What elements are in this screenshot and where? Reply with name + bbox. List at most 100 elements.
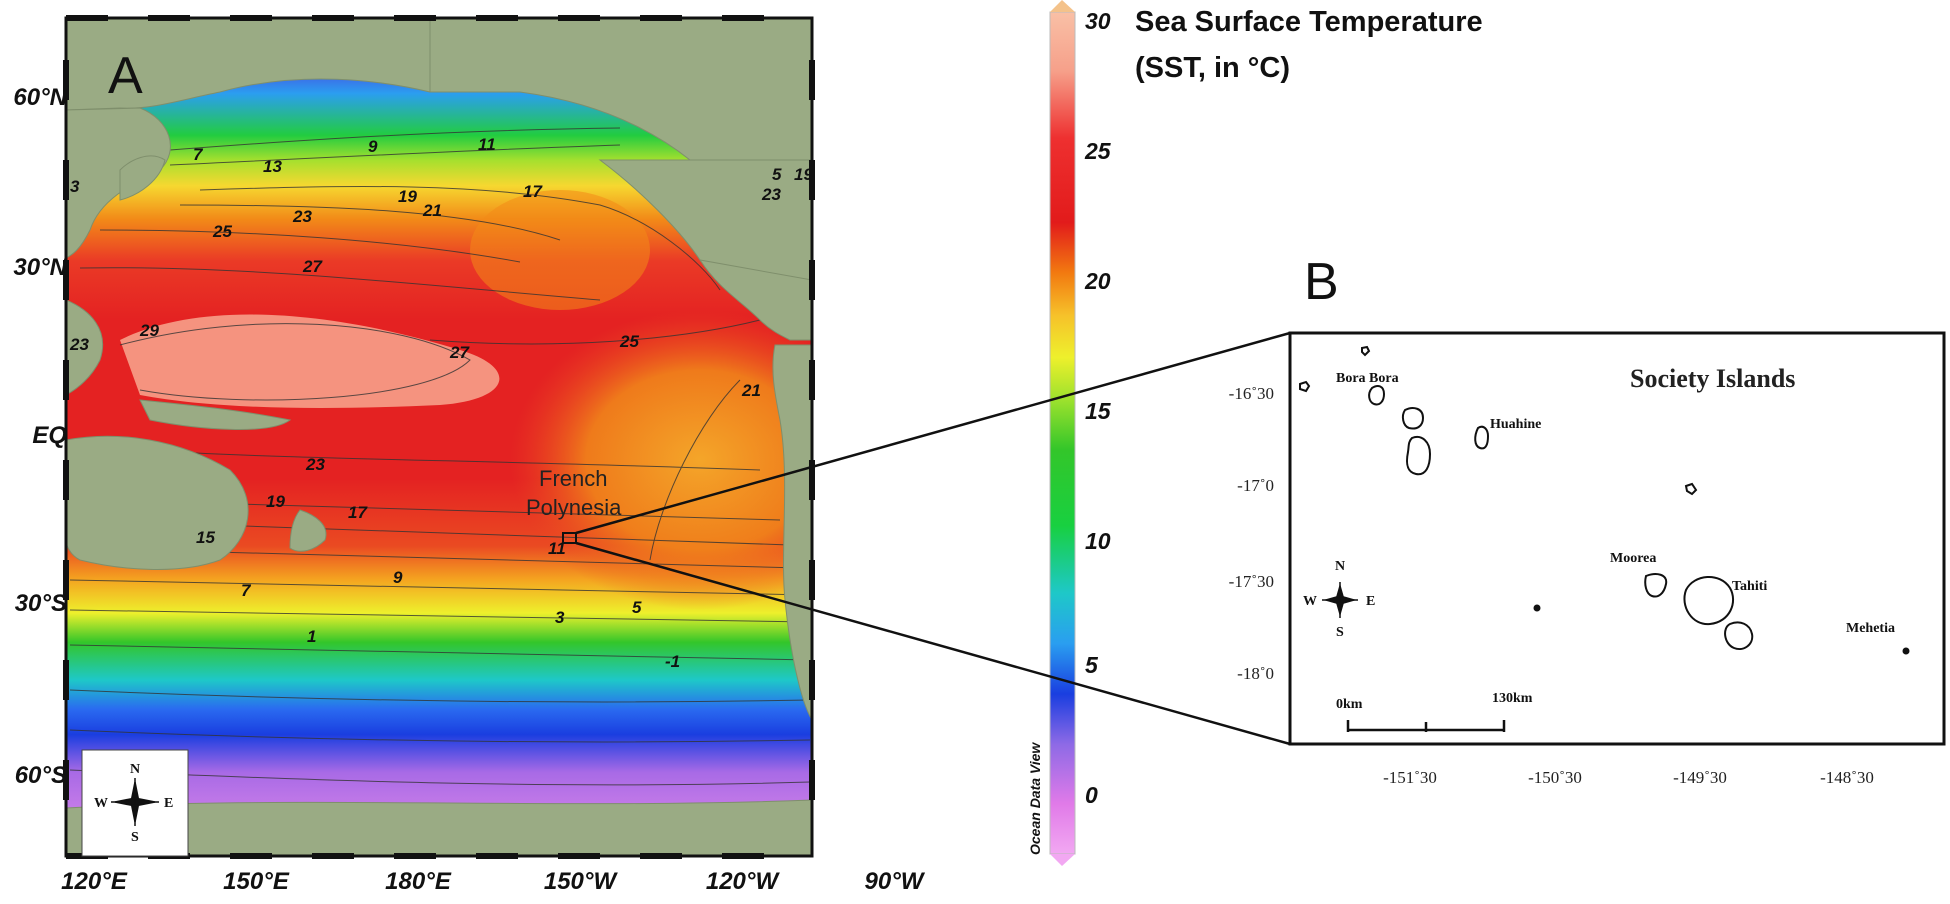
colorbar <box>1049 11 1076 855</box>
island-tupai <box>1361 345 1371 357</box>
isotherm-label: 15 <box>196 528 215 547</box>
isotherm-label: 9 <box>393 568 403 587</box>
si-lat-tick: -18˚0 <box>1237 664 1274 683</box>
society-islands-frame <box>1288 331 1946 746</box>
colorbar-title-line1: Sea Surface Temperature <box>1135 6 1483 38</box>
lon-label-120w: 120°W <box>705 868 779 895</box>
land-masses <box>66 18 812 856</box>
isotherm-label: 29 <box>139 321 159 340</box>
isotherm-label: 25 <box>212 222 232 241</box>
si-lat-tick: -17˚30 <box>1228 572 1274 591</box>
isotherm-lines <box>69 127 811 786</box>
colorbar-tick: 5 <box>1085 652 1098 678</box>
warm-pool <box>120 314 500 408</box>
lat-label-60n: 60°N <box>13 84 67 111</box>
si-lat-tick: -17˚0 <box>1237 476 1274 495</box>
lat-label-30s: 30°S <box>14 590 67 617</box>
isotherm-label: 7 <box>241 581 252 600</box>
map-compass <box>111 778 159 826</box>
society-islands-title: Society Islands <box>1630 364 1796 393</box>
island-tahiti-nui <box>1683 576 1735 626</box>
map-compass-e: E <box>164 796 173 811</box>
colorbar-tick: 10 <box>1085 528 1111 554</box>
isotherm-label: 11 <box>478 135 496 154</box>
compass-s-label: S <box>1336 625 1344 640</box>
si-lat-tick: -16˚30 <box>1228 384 1274 403</box>
isotherm-label: 5 <box>632 598 642 617</box>
island-label-moorea: Moorea <box>1610 551 1656 566</box>
isotherm-label: 23 <box>305 455 325 474</box>
island-raiatea <box>1406 436 1432 476</box>
isotherm-label: 19 <box>398 187 417 206</box>
island-bora-bora <box>1368 385 1386 406</box>
island-maiao <box>1533 604 1541 612</box>
scale-start-label: 0km <box>1336 697 1363 712</box>
connector-line-bottom <box>575 541 1291 746</box>
si-lon-tick: -150˚30 <box>1528 768 1582 787</box>
french-polynesia-label-line2: Polynesia <box>526 495 622 520</box>
lon-label-120e: 120°E <box>61 868 127 895</box>
island-label-tahiti: Tahiti <box>1732 579 1767 594</box>
map-compass-w: W <box>94 796 108 811</box>
isotherm-label: 23 <box>761 185 781 204</box>
isotherm-label: 5 <box>772 165 782 184</box>
map-compass-s: S <box>131 830 139 845</box>
colorbar-tick: 20 <box>1085 268 1111 294</box>
scale-end-label: 130km <box>1492 691 1533 706</box>
compass-e-label: E <box>1366 594 1375 609</box>
isotherm-label: 17 <box>523 182 543 201</box>
frame-ticks <box>63 15 815 859</box>
isotherm-label: 21 <box>741 381 761 400</box>
isotherm-label: 19 <box>794 165 813 184</box>
society-compass <box>1322 582 1358 618</box>
lon-label-180e: 180°E <box>385 868 451 895</box>
si-lon-tick: -149˚30 <box>1673 768 1727 787</box>
isotherm-label: 3 <box>70 177 80 196</box>
island-label-huahine: Huahine <box>1490 417 1541 432</box>
isotherm-label: 21 <box>422 201 442 220</box>
map-frame <box>64 16 814 858</box>
isotherm-label: 9 <box>368 137 378 156</box>
island-label-bora-bora: Bora Bora <box>1336 371 1399 386</box>
isotherm-label: 27 <box>302 257 323 276</box>
french-polynesia-locator <box>562 532 577 544</box>
french-polynesia-label-line1: French <box>539 466 607 491</box>
isotherm-label: 11 <box>548 539 566 558</box>
island-tetiaroa <box>1684 482 1698 496</box>
colorbar-tick: 30 <box>1085 8 1111 34</box>
watermark: Ocean Data View <box>1027 742 1043 855</box>
island-label-mehetia: Mehetia <box>1846 621 1895 636</box>
colorbar-tick: 15 <box>1085 398 1111 424</box>
isotherm-label: 27 <box>449 343 470 362</box>
island-mehetia <box>1902 647 1910 655</box>
isotherm-label: 3 <box>555 608 565 627</box>
island-huahine <box>1474 425 1490 450</box>
lon-label-150e: 150°E <box>223 868 289 895</box>
isotherm-label-group: 9 11 7 13 19 21 17 23 25 27 29 27 25 21 … <box>69 135 813 671</box>
isotherm-label: 7 <box>193 145 204 164</box>
colorbar-tick: 25 <box>1085 138 1111 164</box>
compass-n-label: N <box>1335 559 1345 574</box>
connector-line-top <box>575 331 1291 535</box>
island-shapes <box>1299 345 1754 650</box>
lon-label-150w: 150°W <box>543 868 617 895</box>
map-compass-n: N <box>130 762 140 777</box>
colorbar-title-line2: (SST, in °C) <box>1135 52 1290 84</box>
lat-label-30n: 30°N <box>13 254 67 281</box>
island-tahiti-iti <box>1724 621 1754 650</box>
isotherm-label: 13 <box>263 157 282 176</box>
colorbar-tick: 0 <box>1085 782 1098 808</box>
scale-bar <box>1346 720 1506 732</box>
island-moorea <box>1644 573 1668 598</box>
isotherm-label: -1 <box>665 652 680 671</box>
si-lon-tick: -148˚30 <box>1820 768 1874 787</box>
lon-label-90w: 90°W <box>864 868 924 895</box>
panel-letter-b: B <box>1304 253 1339 311</box>
panel-letter-a: A <box>108 47 143 105</box>
lat-label-60s: 60°S <box>14 762 67 789</box>
isotherm-label: 19 <box>266 492 285 511</box>
compass-w-label: W <box>1303 594 1317 609</box>
isotherm-label: 25 <box>619 332 639 351</box>
si-lon-tick: -151˚30 <box>1383 768 1437 787</box>
